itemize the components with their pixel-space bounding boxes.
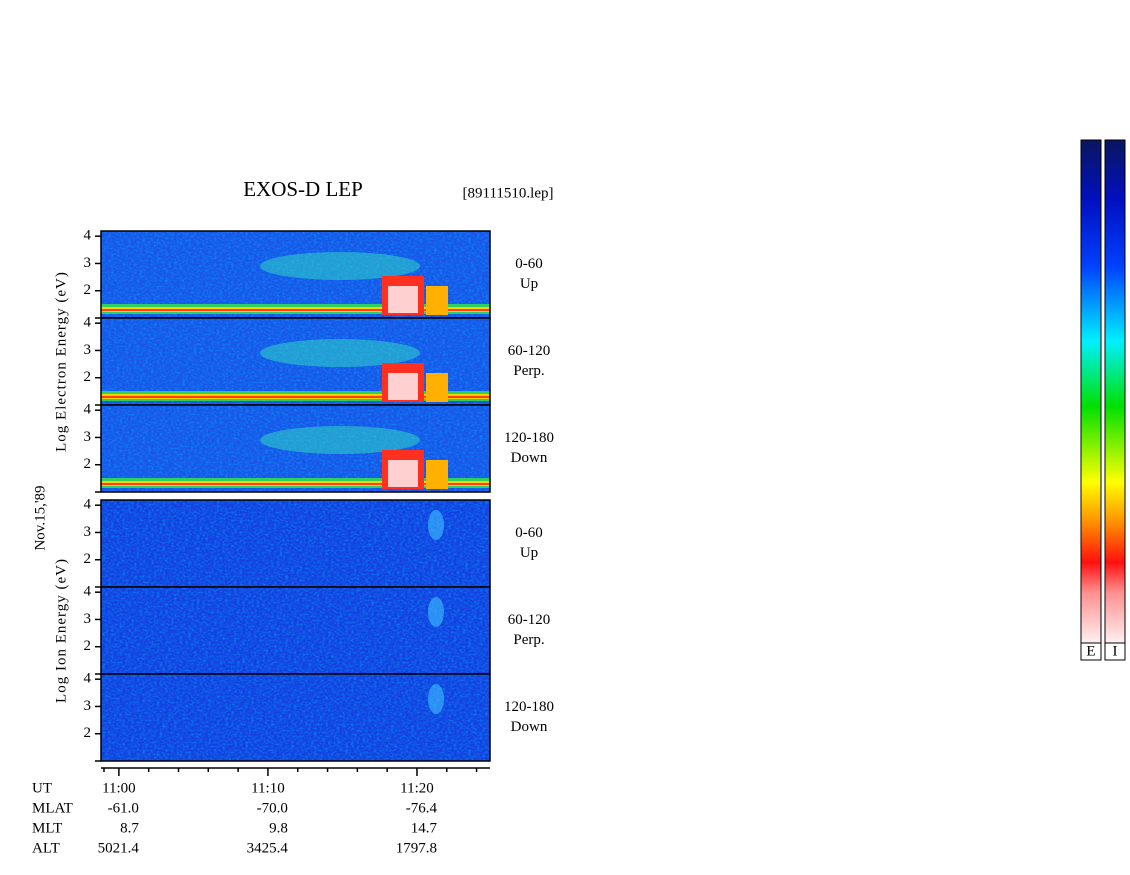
y-tick-label: 4 — [84, 497, 92, 513]
panel-angle: 120-180 — [504, 430, 554, 446]
colorbar — [1104, 139, 1126, 644]
glow — [428, 597, 444, 627]
y-tick-label: 3 — [84, 429, 92, 445]
orbit-value: 1797.8 — [396, 840, 437, 856]
panel-dir: Perp. — [513, 363, 544, 379]
orbit-row-label: MLAT — [32, 800, 73, 816]
glow — [260, 426, 420, 454]
orbit-value: 9.8 — [269, 820, 288, 836]
y-tick-label: 3 — [84, 255, 92, 271]
x-tick-label: 11:20 — [400, 780, 434, 796]
burst — [388, 460, 418, 487]
y-tick-label: 3 — [84, 611, 92, 627]
colorbar-label: E — [1086, 643, 1095, 659]
panel-angle: 60-120 — [508, 612, 551, 628]
y-tick-label: 4 — [84, 584, 92, 600]
glow — [260, 252, 420, 280]
y-tick-label: 3 — [84, 524, 92, 540]
y-tick-label: 2 — [84, 369, 92, 385]
panel-angle: 60-120 — [508, 343, 551, 359]
panel-angle: 120-180 — [504, 699, 554, 715]
panel-noise — [101, 587, 490, 674]
y-tick-label: 4 — [84, 402, 92, 418]
y-tick-label: 2 — [84, 725, 92, 741]
orbit-value: 14.7 — [411, 820, 438, 836]
orbit-value: -61.0 — [108, 800, 139, 816]
orbit-value: -76.4 — [406, 800, 438, 816]
band — [101, 309, 490, 311]
y-tick-label: 2 — [84, 282, 92, 298]
title: EXOS-D LEP — [243, 177, 363, 201]
panel-dir: Perp. — [513, 632, 544, 648]
colorbar — [1080, 139, 1102, 644]
panel-dir: Up — [520, 545, 538, 561]
orbit-row-label: MLT — [32, 820, 62, 836]
group-label: Log Electron Energy (eV) — [53, 271, 69, 452]
y-tick-label: 3 — [84, 698, 92, 714]
panel-angle: 0-60 — [515, 525, 543, 541]
glow — [428, 510, 444, 540]
date: Nov.15,'89 — [32, 485, 48, 550]
panel-frame — [100, 673, 491, 762]
burst — [388, 373, 418, 400]
burst — [388, 286, 418, 313]
colorbar-label-box — [1104, 642, 1126, 661]
burst — [426, 286, 448, 315]
panel-noise — [101, 674, 490, 761]
burst — [426, 460, 448, 489]
band — [101, 483, 490, 485]
orbit-value: -70.0 — [257, 800, 288, 816]
y-tick-label: 4 — [84, 315, 92, 331]
x-tick-label: 11:00 — [102, 780, 136, 796]
y-tick-label: 4 — [84, 671, 92, 687]
band — [101, 396, 490, 398]
y-tick-label: 2 — [84, 638, 92, 654]
panel-frame — [100, 404, 491, 493]
panel-dir: Up — [520, 276, 538, 292]
panel-angle: 0-60 — [515, 256, 543, 272]
colorbar-label-box — [1080, 642, 1102, 661]
panel-noise — [101, 500, 490, 587]
y-tick-label: 2 — [84, 551, 92, 567]
orbit-row-label: ALT — [32, 840, 60, 856]
colorbar-label: I — [1113, 643, 1118, 659]
burst — [426, 373, 448, 402]
x-tick-label: 11:10 — [251, 780, 285, 796]
orbit-value: 3425.4 — [247, 840, 289, 856]
group-label: Log Ion Energy (eV) — [53, 558, 69, 703]
panel-dir: Down — [511, 719, 548, 735]
glow — [428, 684, 444, 714]
panel-dir: Down — [511, 450, 548, 466]
orbit-value: 8.7 — [120, 820, 139, 836]
y-tick-label: 4 — [84, 228, 92, 244]
file-name: [89111510.lep] — [463, 185, 554, 201]
x-axis-label: UT — [32, 780, 52, 796]
orbit-value: 5021.4 — [98, 840, 140, 856]
glow — [260, 339, 420, 367]
y-tick-label: 3 — [84, 342, 92, 358]
y-tick-label: 2 — [84, 456, 92, 472]
